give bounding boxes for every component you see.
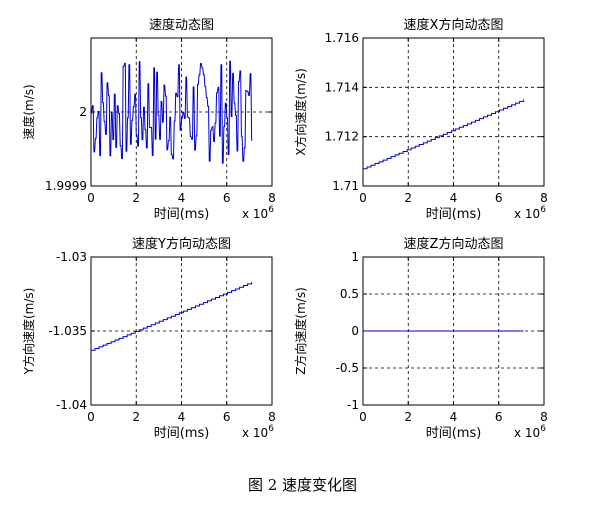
x-axis-label: 时间(ms) — [154, 426, 210, 441]
series-line — [91, 282, 253, 351]
chart-title: 速度动态图 — [149, 17, 214, 33]
tick-label-x: 0 — [359, 191, 367, 205]
x-axis-multiplier: x 106 — [514, 205, 546, 221]
plot-frame — [362, 256, 545, 406]
tick-label-x: 0 — [87, 410, 95, 424]
tick-label-y: -1.035 — [48, 324, 87, 338]
plot-frame — [362, 37, 545, 187]
tick-label-x: 0 — [87, 191, 95, 205]
tick-label-x: 4 — [450, 410, 458, 424]
tick-label-x: 4 — [178, 410, 186, 424]
plot-frame — [90, 256, 273, 406]
tick-label-x: 2 — [132, 191, 140, 205]
y-axis-label: Z方向速度(m/s) — [293, 287, 308, 375]
y-axis-label: Y方向速度(m/s) — [21, 288, 36, 376]
tick-label-y: -0.5 — [336, 361, 359, 375]
x-axis-label: 时间(ms) — [154, 207, 210, 222]
tick-label-x: 8 — [268, 410, 276, 424]
y-axis-label: 速度(m/s) — [21, 84, 36, 139]
tick-label-x: 8 — [268, 191, 276, 205]
tick-label-x: 4 — [178, 191, 186, 205]
y-axis-label: X方向速度(m/s) — [293, 68, 308, 156]
tick-label-x: 6 — [495, 410, 503, 424]
tick-label-x: 8 — [540, 410, 548, 424]
x-axis-multiplier: x 106 — [242, 424, 274, 440]
plot-frame — [90, 37, 273, 187]
tick-label-y: 0.5 — [340, 287, 359, 301]
tick-label-y: 1.714 — [325, 80, 359, 94]
tick-label-y: 1.712 — [325, 130, 359, 144]
tick-label-x: 2 — [404, 191, 412, 205]
x-axis-label: 时间(ms) — [426, 207, 482, 222]
tick-label-y: 0 — [351, 324, 359, 338]
tick-label-y: 2 — [79, 105, 87, 119]
tick-label-x: 0 — [359, 410, 367, 424]
chart-title: 速度X方向动态图 — [404, 17, 504, 33]
chart-title: 速度Z方向动态图 — [404, 236, 504, 252]
tick-label-y: -1.03 — [56, 250, 87, 264]
tick-label-x: 6 — [223, 191, 231, 205]
x-axis-multiplier: x 106 — [242, 205, 274, 221]
tick-label-x: 2 — [132, 410, 140, 424]
tick-label-x: 4 — [450, 191, 458, 205]
x-axis-label: 时间(ms) — [426, 426, 482, 441]
tick-label-x: 2 — [404, 410, 412, 424]
tick-label-y: 1 — [351, 250, 359, 264]
tick-label-y: 1.716 — [325, 31, 359, 45]
figure-caption: 图 2 速度变化图 — [247, 476, 358, 494]
series-line — [91, 60, 253, 164]
series-line — [363, 99, 525, 170]
tick-label-y: -1.04 — [56, 398, 87, 412]
tick-label-x: 6 — [495, 191, 503, 205]
tick-label-y: 1.9999 — [45, 179, 87, 193]
tick-label-y: -1 — [347, 398, 359, 412]
tick-label-y: 1.71 — [332, 179, 359, 193]
tick-label-x: 6 — [223, 410, 231, 424]
tick-label-x: 8 — [540, 191, 548, 205]
chart-title: 速度Y方向动态图 — [132, 236, 231, 252]
x-axis-multiplier: x 106 — [514, 424, 546, 440]
